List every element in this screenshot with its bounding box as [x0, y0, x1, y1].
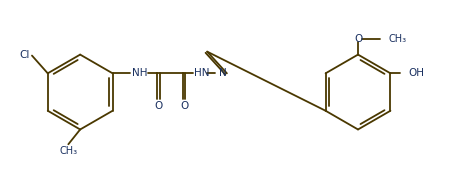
- Text: O: O: [154, 101, 162, 111]
- Text: O: O: [354, 34, 362, 44]
- Text: OH: OH: [408, 68, 424, 78]
- Text: N: N: [219, 68, 227, 78]
- Text: CH₃: CH₃: [59, 146, 77, 156]
- Text: CH₃: CH₃: [388, 34, 407, 44]
- Text: HN: HN: [194, 68, 209, 78]
- Text: NH: NH: [132, 68, 148, 78]
- Text: Cl: Cl: [19, 50, 29, 60]
- Text: O: O: [180, 101, 188, 111]
